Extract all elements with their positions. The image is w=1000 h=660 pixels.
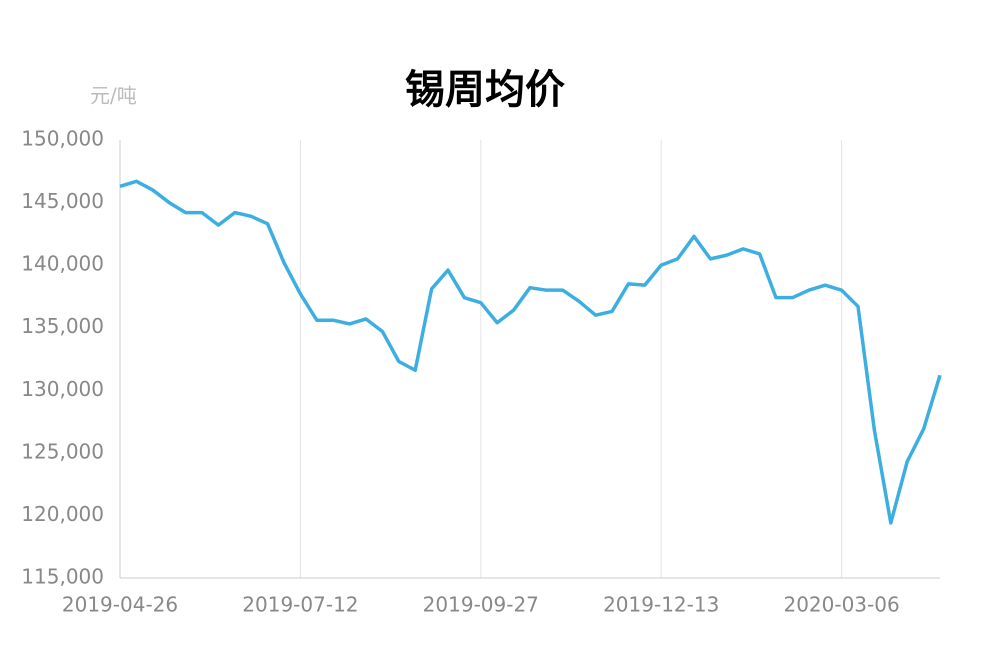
y-tick-label: 150,000 (21, 127, 104, 151)
y-tick-label: 120,000 (21, 502, 104, 526)
y-tick-label: 125,000 (21, 439, 104, 463)
y-tick-label: 130,000 (21, 377, 104, 401)
x-tick-label: 2020-03-06 (783, 593, 899, 617)
x-tick-label: 2019-12-13 (603, 593, 719, 617)
x-tick-label: 2019-04-26 (62, 593, 178, 617)
x-tick-label: 2019-07-12 (242, 593, 358, 617)
y-axis-unit: 元/吨 (90, 84, 137, 108)
chart-title: 锡周均价 (405, 67, 565, 113)
y-tick-label: 115,000 (21, 565, 104, 589)
y-tick-label: 140,000 (21, 252, 104, 276)
y-tick-label: 145,000 (21, 189, 104, 213)
line (119, 179, 942, 525)
y-tick-label: 135,000 (21, 314, 104, 338)
x-tick-label: 2019-09-27 (423, 593, 539, 617)
